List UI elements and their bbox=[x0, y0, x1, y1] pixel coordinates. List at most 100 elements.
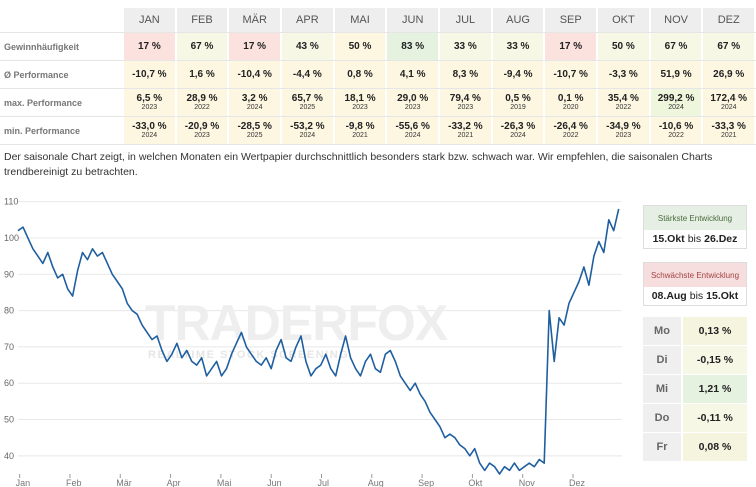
table-cell: 33 % bbox=[440, 33, 491, 60]
weekday-value: -0,11 % bbox=[683, 404, 747, 432]
weekday-name: Di bbox=[643, 346, 681, 374]
cell-value: 29,0 % bbox=[397, 93, 429, 104]
table-cell: 67 % bbox=[650, 33, 702, 60]
weekday-name: Fr bbox=[643, 433, 681, 461]
table-cell: 0,1 % 2020 bbox=[545, 89, 597, 116]
table-cell: 17 % bbox=[545, 33, 597, 60]
cell-value: -33,0 % bbox=[132, 121, 167, 132]
table-cell: -55,6 % 2024 bbox=[387, 117, 439, 144]
month-header: FEB bbox=[176, 8, 228, 32]
table-cell: 172,4 % 2024 bbox=[703, 89, 755, 116]
cell-value: 67 % bbox=[717, 41, 741, 52]
table-cell: -34,9 % 2023 bbox=[598, 117, 649, 144]
cell-value: -33,3 % bbox=[711, 121, 746, 132]
cell-year: 2024 bbox=[404, 132, 421, 139]
table-cell: 28,9 % 2022 bbox=[176, 89, 228, 116]
cell-value: 43 % bbox=[295, 41, 319, 52]
weakest-connector: bis bbox=[689, 290, 704, 302]
strongest-connector: bis bbox=[687, 233, 702, 245]
y-tick-label: 60 bbox=[4, 378, 14, 388]
y-tick-label: 80 bbox=[4, 306, 14, 316]
table-cell: -10,7 % bbox=[124, 61, 175, 88]
cell-value: -28,5 % bbox=[237, 121, 272, 132]
table-cell: 35,4 % 2022 bbox=[598, 89, 649, 116]
cell-year: 2024 bbox=[668, 104, 684, 111]
cell-year: 2022 bbox=[562, 132, 579, 139]
seasonal-chart: 40 50 60 70 80 90 100 110 Jan Feb Mär Apr Mai Jun Jul A… bbox=[4, 197, 622, 487]
table-cell: 43 % bbox=[282, 33, 333, 60]
table-cell: 29,0 % 2023 bbox=[387, 89, 439, 116]
weakest-development-box: Schwächste Entwicklung 08.Aug bis 15.Okt bbox=[643, 262, 747, 306]
cell-value: 83 % bbox=[401, 41, 425, 52]
table-cell: -4,4 % bbox=[282, 61, 333, 88]
table-cell: -33,0 % 2024 bbox=[124, 117, 175, 144]
table-cell: -10,7 % bbox=[545, 61, 597, 88]
cell-value: 35,4 % bbox=[607, 93, 639, 104]
cell-value: -9,4 % bbox=[503, 69, 533, 80]
cell-value: 51,9 % bbox=[660, 69, 692, 80]
cell-value: -10,7 % bbox=[553, 69, 588, 80]
cell-value: 67 % bbox=[664, 41, 688, 52]
cell-year: 2024 bbox=[720, 104, 737, 111]
weekday-value: -0,15 % bbox=[683, 346, 747, 374]
table-cell: -26,4 % 2022 bbox=[545, 117, 597, 144]
weakest-title: Schwächste Entwicklung bbox=[650, 270, 740, 280]
month-header: JAN bbox=[124, 8, 175, 32]
cell-value: 1,6 % bbox=[189, 69, 215, 80]
cell-year: 2021 bbox=[720, 132, 737, 139]
table-cell: 65,7 % 2025 bbox=[282, 89, 333, 116]
cell-year: 2019 bbox=[510, 104, 526, 111]
cell-year: 2022 bbox=[194, 104, 210, 111]
table-cell: 0,5 % 2019 bbox=[492, 89, 544, 116]
cell-value: 3,2 % bbox=[241, 93, 268, 104]
cell-value: -55,6 % bbox=[395, 121, 430, 132]
x-tick-label: Feb bbox=[66, 478, 82, 487]
weekday-name: Mo bbox=[643, 317, 681, 345]
table-cell: 0,8 % bbox=[334, 61, 386, 88]
cell-value: 50 % bbox=[348, 41, 372, 52]
row-label: max. Performance bbox=[4, 97, 83, 108]
watermark-brand: TRADERFOX bbox=[145, 295, 448, 351]
table-cell: 17 % bbox=[124, 33, 175, 60]
x-tick-label: Mär bbox=[116, 478, 132, 487]
cell-value: 17 % bbox=[243, 41, 267, 52]
cell-value: -53,2 % bbox=[290, 121, 325, 132]
cell-value: 65,7 % bbox=[291, 93, 323, 104]
cell-value: 0,1 % bbox=[557, 93, 584, 104]
table-cell: 26,9 % bbox=[703, 61, 755, 88]
x-tick-label: Jun bbox=[267, 478, 282, 487]
y-tick-label: 90 bbox=[4, 269, 14, 279]
cell-value: -9,8 % bbox=[345, 121, 375, 132]
series-line bbox=[17, 208, 620, 475]
cell-value: -26,4 % bbox=[553, 121, 588, 132]
cell-year: 2021 bbox=[352, 132, 368, 139]
x-tick-label: Jan bbox=[16, 478, 31, 487]
table-cell: -20,9 % 2023 bbox=[176, 117, 228, 144]
weekday-value: 0,08 % bbox=[683, 433, 747, 461]
x-tick-label: Sep bbox=[418, 478, 434, 487]
cell-year: 2024 bbox=[246, 104, 263, 111]
weekday-name: Do bbox=[643, 404, 681, 432]
table-cell: -10,4 % bbox=[229, 61, 281, 88]
x-tick-label: Apr bbox=[167, 478, 181, 487]
x-tick-label: Mai bbox=[217, 478, 232, 487]
table-cell: 79,4 % 2023 bbox=[440, 89, 491, 116]
cell-year: 2023 bbox=[615, 132, 632, 139]
cell-year: 2023 bbox=[194, 132, 210, 139]
row-label: Gewinnhäufigkeit bbox=[4, 41, 80, 52]
cell-value: -26,3 % bbox=[500, 121, 536, 132]
x-tick-label: Jul bbox=[317, 478, 329, 487]
month-header: APR bbox=[282, 8, 333, 32]
table-cell: -26,3 % 2024 bbox=[492, 117, 544, 144]
table-row: max. Performance 6,5 % 2023 28,9 % 2022 3,2 %… bbox=[0, 88, 756, 116]
table-cell: -10,6 % 2022 bbox=[650, 117, 702, 144]
x-tick-label: Nov bbox=[519, 478, 536, 487]
table-row: Gewinnhäufigkeit 17 % 67 % 17 % 43 % 50 % 83 %… bbox=[0, 32, 756, 60]
strongest-title: Stärkste Entwicklung bbox=[657, 213, 733, 223]
weekday-name: Mi bbox=[643, 375, 681, 403]
table-row: min. Performance -33,0 % 2024 -20,9 % 2023 -2… bbox=[0, 116, 756, 145]
cell-year: 2022 bbox=[615, 104, 632, 111]
month-header: JUL bbox=[440, 8, 491, 32]
cell-year: 2024 bbox=[299, 132, 316, 139]
cell-value: -3,3 % bbox=[608, 69, 638, 80]
